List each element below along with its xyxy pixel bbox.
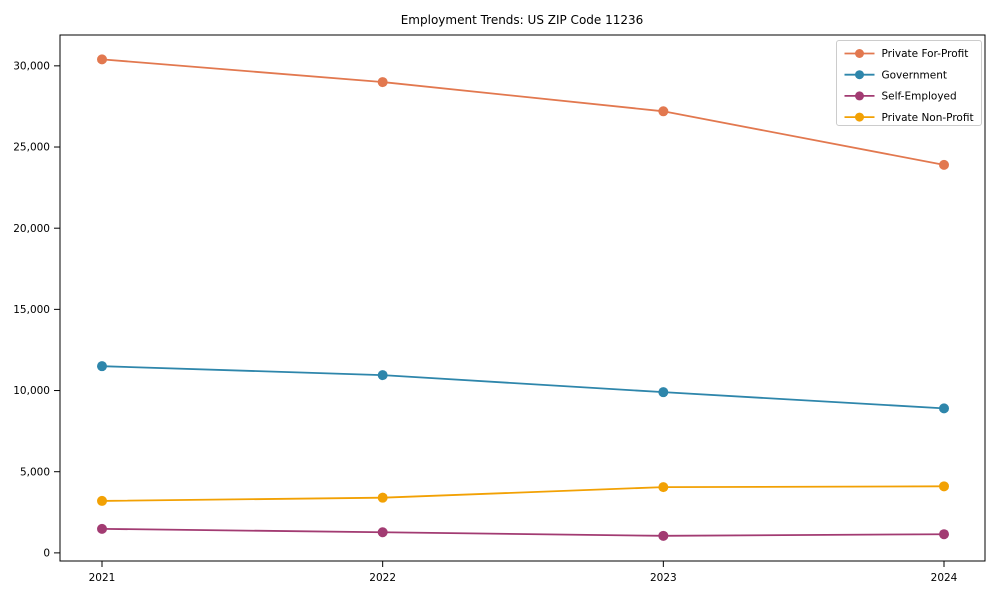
data-point-private-for-profit-2023 xyxy=(658,106,669,117)
data-point-self-employed-2024 xyxy=(939,529,950,540)
y-tick-label: 30,000 xyxy=(13,61,50,73)
y-tick-label: 0 xyxy=(43,548,50,560)
y-tick-label: 15,000 xyxy=(13,304,50,316)
x-tick-label: 2023 xyxy=(650,572,677,584)
legend: Private For-Profit Government Self-Employe… xyxy=(836,40,982,126)
legend-marker-dot xyxy=(855,49,864,58)
axes: 0 5,000 10,000 15,000 20,000 25,000 30,000 2021… xyxy=(13,34,986,584)
series-line-government xyxy=(101,365,945,410)
data-point-private-for-profit-2024 xyxy=(939,159,950,170)
y-tick-label: 20,000 xyxy=(13,223,50,235)
y-tick-label: 10,000 xyxy=(13,385,50,397)
legend-item-private-non-profit: Private Non-Profit xyxy=(844,112,974,124)
series-line-private-for-profit xyxy=(101,58,945,166)
legend-label: Self-Employed xyxy=(882,91,957,103)
data-point-private-non-profit-2022 xyxy=(377,492,388,503)
data-point-private-non-profit-2021 xyxy=(97,495,107,506)
data-point-private-non-profit-2024 xyxy=(939,481,950,492)
legend-item-government: Government xyxy=(844,69,947,81)
x-tick-label: 2021 xyxy=(89,572,116,584)
data-point-self-employed-2023 xyxy=(658,530,669,541)
legend-label: Private Non-Profit xyxy=(882,112,974,124)
series-line-self-employed xyxy=(101,527,945,537)
series-private-non-profit xyxy=(97,481,950,506)
data-point-private-non-profit-2023 xyxy=(658,482,669,493)
data-point-private-for-profit-2021 xyxy=(97,54,107,65)
series-government xyxy=(97,361,950,414)
data-point-self-employed-2021 xyxy=(97,523,107,534)
series-private-for-profit xyxy=(97,54,950,170)
legend-marker-dot xyxy=(855,112,864,122)
y-tick-label: 25,000 xyxy=(13,142,50,154)
x-tick-label: 2022 xyxy=(369,572,396,584)
data-point-private-for-profit-2022 xyxy=(377,77,388,88)
plot-area xyxy=(97,54,950,541)
series-self-employed xyxy=(97,523,950,541)
data-point-government-2024 xyxy=(939,403,950,414)
plot-frame xyxy=(59,34,986,562)
data-point-government-2021 xyxy=(97,361,107,372)
series-line-private-non-profit xyxy=(101,485,945,502)
legend-item-self-employed: Self-Employed xyxy=(844,91,957,103)
legend-marker-dot xyxy=(855,70,864,80)
legend-label: Government xyxy=(882,69,947,81)
legend-label: Private For-Profit xyxy=(882,48,969,60)
legend-marker-dot xyxy=(855,91,864,101)
x-tick-label: 2024 xyxy=(931,572,958,584)
data-point-self-employed-2022 xyxy=(377,527,388,538)
legend-item-private-for-profit: Private For-Profit xyxy=(844,48,969,60)
data-point-government-2023 xyxy=(658,387,669,398)
chart-title: Employment Trends: US ZIP Code 11236 xyxy=(401,13,644,27)
legend-box xyxy=(836,40,982,126)
data-point-government-2022 xyxy=(377,370,388,381)
y-tick-label: 5,000 xyxy=(20,466,50,478)
